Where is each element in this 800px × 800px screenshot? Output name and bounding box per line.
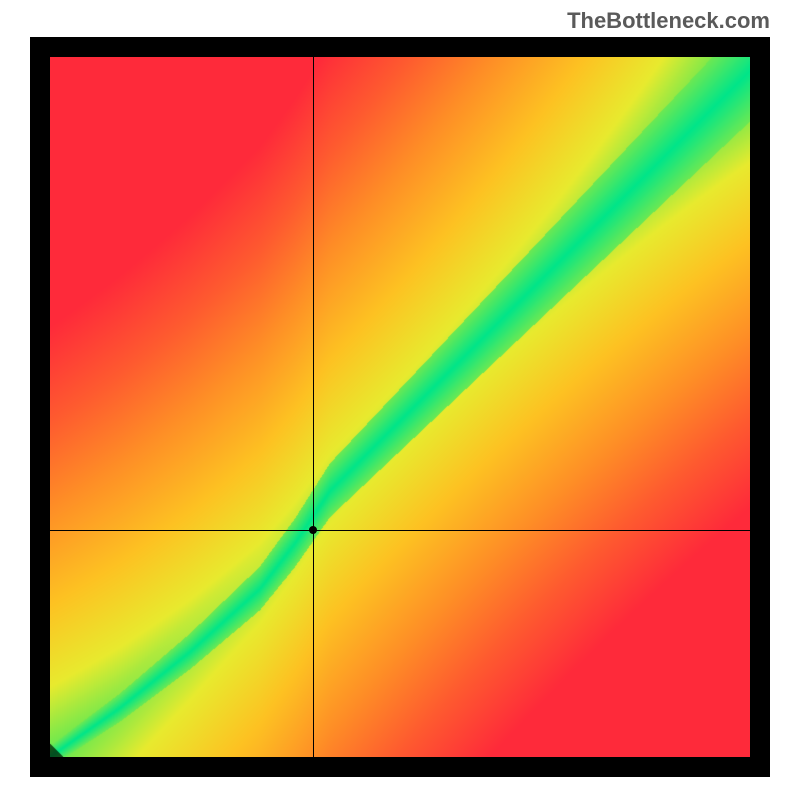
crosshair-marker — [309, 526, 317, 534]
figure-container: TheBottleneck.com — [0, 0, 800, 800]
heatmap-canvas — [50, 57, 750, 757]
crosshair-vertical — [313, 57, 314, 757]
watermark-text: TheBottleneck.com — [567, 8, 770, 34]
crosshair-horizontal — [50, 530, 750, 531]
heatmap-plot — [50, 57, 750, 757]
